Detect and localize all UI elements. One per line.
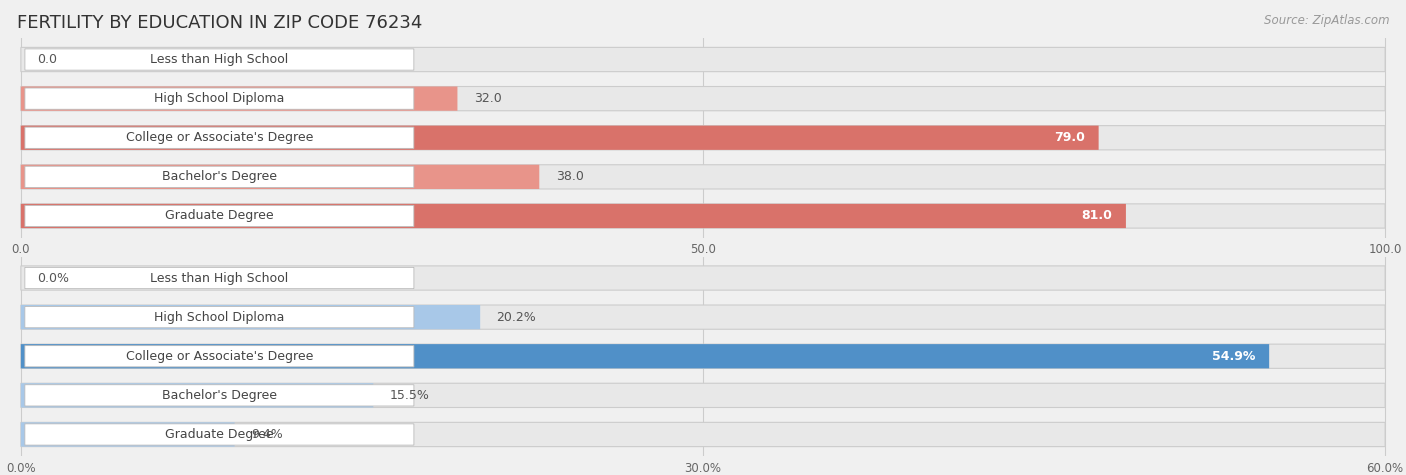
FancyBboxPatch shape [21,422,235,446]
FancyBboxPatch shape [25,306,413,328]
Text: 20.2%: 20.2% [496,311,536,323]
FancyBboxPatch shape [21,165,540,189]
Text: 81.0: 81.0 [1081,209,1112,222]
Text: Source: ZipAtlas.com: Source: ZipAtlas.com [1264,14,1389,27]
Text: College or Associate's Degree: College or Associate's Degree [125,131,314,144]
Text: 15.5%: 15.5% [389,389,430,402]
Text: Graduate Degree: Graduate Degree [165,209,274,222]
FancyBboxPatch shape [25,88,413,109]
FancyBboxPatch shape [21,125,1385,150]
Text: 54.9%: 54.9% [1212,350,1256,363]
FancyBboxPatch shape [21,344,1385,369]
Text: Bachelor's Degree: Bachelor's Degree [162,171,277,183]
FancyBboxPatch shape [21,86,457,111]
FancyBboxPatch shape [25,205,413,227]
Text: College or Associate's Degree: College or Associate's Degree [125,350,314,363]
Text: 38.0: 38.0 [555,171,583,183]
FancyBboxPatch shape [21,125,1098,150]
Text: 79.0: 79.0 [1054,131,1085,144]
FancyBboxPatch shape [21,305,1385,329]
FancyBboxPatch shape [21,383,374,408]
FancyBboxPatch shape [21,204,1385,228]
FancyBboxPatch shape [21,383,1385,408]
Text: 0.0%: 0.0% [37,272,69,285]
FancyBboxPatch shape [25,346,413,367]
FancyBboxPatch shape [21,422,1385,446]
FancyBboxPatch shape [25,127,413,148]
Text: 9.4%: 9.4% [252,428,283,441]
Text: Graduate Degree: Graduate Degree [165,428,274,441]
FancyBboxPatch shape [25,385,413,406]
FancyBboxPatch shape [25,267,413,289]
Text: 0.0: 0.0 [37,53,58,66]
FancyBboxPatch shape [21,344,1270,369]
FancyBboxPatch shape [21,305,481,329]
Text: 32.0: 32.0 [474,92,502,105]
Text: FERTILITY BY EDUCATION IN ZIP CODE 76234: FERTILITY BY EDUCATION IN ZIP CODE 76234 [17,14,422,32]
Text: Bachelor's Degree: Bachelor's Degree [162,389,277,402]
FancyBboxPatch shape [21,48,1385,72]
FancyBboxPatch shape [21,165,1385,189]
Text: High School Diploma: High School Diploma [155,311,284,323]
FancyBboxPatch shape [25,49,413,70]
Text: Less than High School: Less than High School [150,53,288,66]
Text: Less than High School: Less than High School [150,272,288,285]
FancyBboxPatch shape [21,266,1385,290]
FancyBboxPatch shape [21,204,1126,228]
Text: High School Diploma: High School Diploma [155,92,284,105]
FancyBboxPatch shape [25,166,413,188]
FancyBboxPatch shape [25,424,413,445]
FancyBboxPatch shape [21,86,1385,111]
